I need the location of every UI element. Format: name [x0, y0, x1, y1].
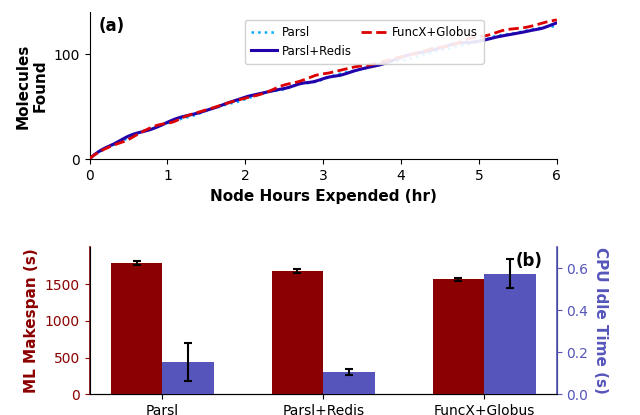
Text: (a): (a): [99, 17, 125, 35]
Parsl+Redis: [364, 65, 371, 70]
Bar: [163, 362, 214, 394]
Parsl+Redis: [308, 80, 316, 85]
FuncX+Globus: [553, 17, 561, 22]
Parsl: [308, 80, 316, 85]
Parsl: [86, 157, 93, 162]
Parsl+Redis: [468, 39, 476, 44]
FuncX+Globus: [310, 73, 318, 78]
Parsl: [468, 41, 476, 46]
FuncX+Globus: [468, 35, 476, 40]
Line: Parsl: Parsl: [90, 26, 557, 159]
Parsl: [339, 71, 346, 76]
Text: (b): (b): [516, 252, 543, 270]
Parsl+Redis: [541, 24, 549, 29]
Y-axis label: CPU Idle Time (s): CPU Idle Time (s): [593, 247, 608, 394]
Parsl+Redis: [86, 157, 93, 162]
Line: Parsl+Redis: Parsl+Redis: [90, 23, 557, 159]
Legend: Parsl, Parsl+Redis, FuncX+Globus: Parsl, Parsl+Redis, FuncX+Globus: [245, 20, 484, 63]
Parsl: [541, 24, 549, 29]
Bar: [272, 271, 323, 394]
FuncX+Globus: [364, 63, 371, 68]
FuncX+Globus: [541, 20, 549, 24]
Parsl+Redis: [553, 20, 561, 25]
Parsl+Redis: [310, 79, 318, 84]
FuncX+Globus: [308, 74, 316, 79]
Bar: [433, 279, 484, 394]
X-axis label: Node Hours Expended (hr): Node Hours Expended (hr): [210, 188, 436, 204]
Bar: [484, 273, 536, 394]
Parsl: [364, 65, 371, 70]
Bar: [323, 372, 374, 394]
Bar: [111, 263, 163, 394]
Parsl: [310, 80, 318, 85]
Line: FuncX+Globus: FuncX+Globus: [90, 20, 557, 159]
Parsl: [553, 24, 561, 29]
Y-axis label: ML Makespan (s): ML Makespan (s): [24, 249, 39, 393]
Y-axis label: Molecules
Found: Molecules Found: [15, 43, 48, 129]
FuncX+Globus: [339, 67, 346, 72]
FuncX+Globus: [86, 157, 93, 162]
Parsl+Redis: [339, 72, 346, 77]
